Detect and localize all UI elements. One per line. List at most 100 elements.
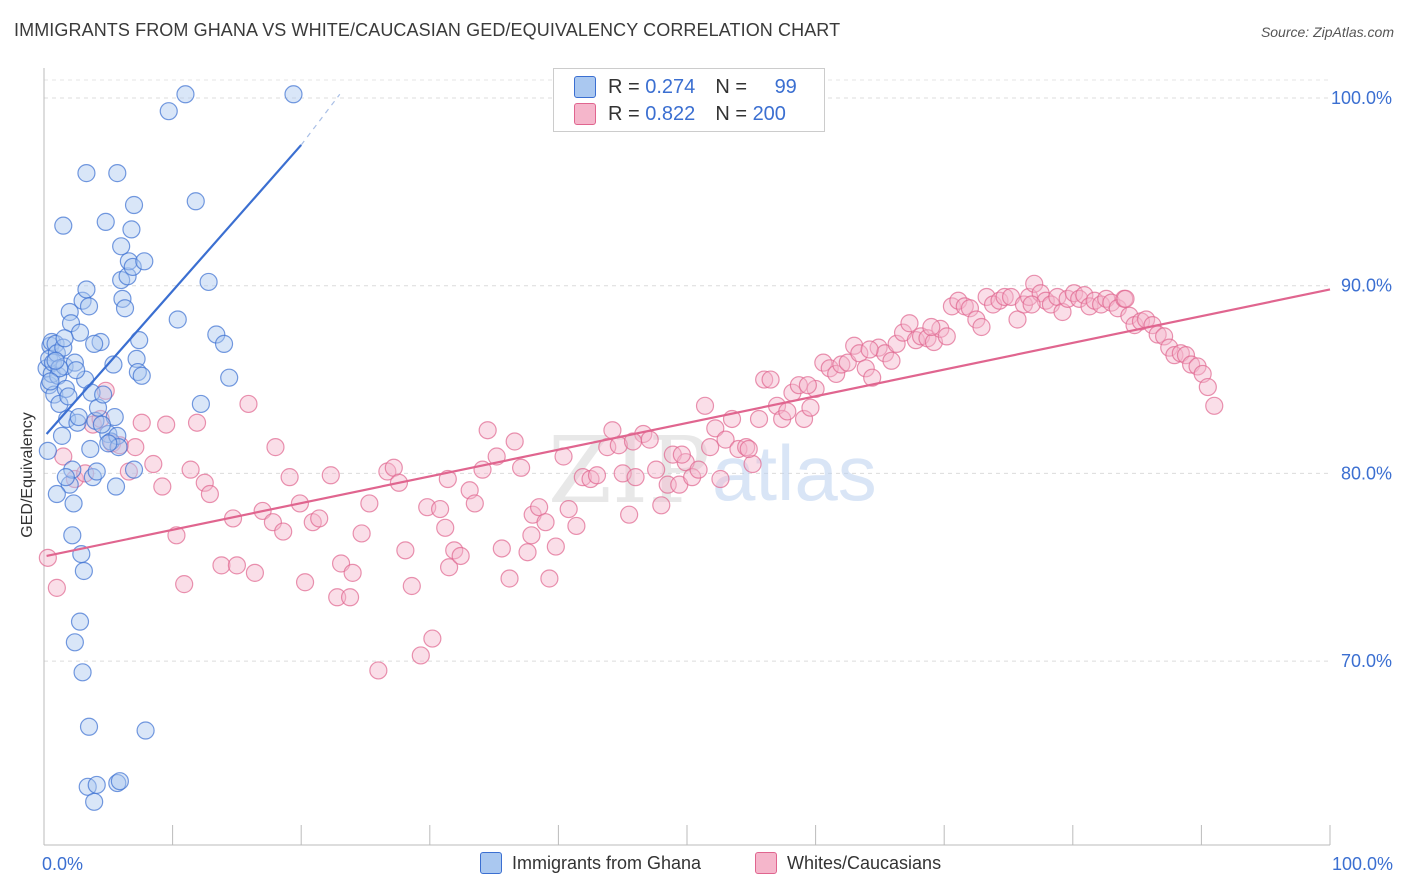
data-point-whites xyxy=(739,439,758,459)
data-point-whites xyxy=(384,458,403,477)
data-point-ghana xyxy=(135,252,154,271)
data-point-ghana xyxy=(77,280,96,299)
legend-swatch-blue xyxy=(480,852,502,874)
data-point-whites xyxy=(672,445,691,464)
data-point-whites xyxy=(245,563,265,582)
data-point-whites xyxy=(396,541,415,560)
data-point-whites xyxy=(1198,377,1217,397)
data-point-whites xyxy=(546,537,565,556)
data-point-whites xyxy=(827,364,846,384)
legend-swatch-pink xyxy=(755,852,777,874)
data-point-ghana xyxy=(41,372,60,391)
data-point-whites xyxy=(652,496,671,515)
data-point-whites xyxy=(212,556,231,575)
data-point-whites xyxy=(153,477,172,496)
data-point-whites xyxy=(321,466,340,485)
data-point-whites xyxy=(274,522,293,541)
data-point-whites xyxy=(352,524,371,543)
stats-row-ghana: R = 0.274 N = 99 xyxy=(574,75,797,99)
data-point-whites xyxy=(500,569,519,588)
n-value: 200 xyxy=(752,102,786,125)
data-point-whites xyxy=(794,409,814,429)
data-point-ghana xyxy=(207,325,226,344)
data-point-whites xyxy=(1155,327,1174,346)
n-label: N = xyxy=(715,75,753,98)
data-point-ghana xyxy=(87,775,106,795)
data-point-ghana xyxy=(69,407,88,427)
data-point-whites xyxy=(801,398,820,417)
data-point-whites xyxy=(743,454,762,474)
data-point-ghana xyxy=(104,355,123,374)
data-point-ghana xyxy=(106,477,126,496)
data-point-ghana xyxy=(70,323,90,342)
data-point-ghana xyxy=(92,415,111,434)
data-point-ghana xyxy=(91,332,110,352)
r-value: 0.822 xyxy=(645,102,696,125)
y-tick-label: 70.0% xyxy=(1341,651,1392,671)
data-point-ghana xyxy=(79,717,99,736)
data-point-whites xyxy=(195,473,214,492)
legend-item-ghana[interactable]: Immigrants from Ghana xyxy=(480,852,701,874)
stats-row-whites: R = 0.822 N = 200 xyxy=(574,102,786,126)
data-point-ghana xyxy=(78,777,97,796)
x-tick-label: 0.0% xyxy=(42,854,83,874)
series-whites-points xyxy=(38,274,1224,680)
data-point-ghana xyxy=(85,334,104,353)
data-point-whites xyxy=(850,344,869,363)
data-point-ghana xyxy=(118,267,137,286)
data-point-whites xyxy=(860,340,879,359)
data-point-whites xyxy=(512,458,531,477)
data-point-whites xyxy=(716,430,735,449)
data-point-whites xyxy=(328,588,347,607)
data-point-whites xyxy=(706,419,725,438)
data-point-ghana xyxy=(85,792,104,811)
data-point-whites xyxy=(1205,396,1224,415)
r-label: R = xyxy=(608,102,646,125)
legend-item-whites[interactable]: Whites/Caucasians xyxy=(755,852,941,874)
y-tick-label: 90.0% xyxy=(1341,276,1392,296)
data-point-whites xyxy=(465,494,484,513)
legend-label: Whites/Caucasians xyxy=(787,852,942,873)
data-point-whites xyxy=(922,317,941,337)
data-point-whites xyxy=(402,576,421,596)
data-point-whites xyxy=(856,359,875,378)
data-point-ghana xyxy=(64,494,83,513)
data-point-whites xyxy=(439,558,459,577)
data-point-whites xyxy=(310,509,329,528)
data-point-whites xyxy=(559,499,578,519)
legend-label: Immigrants from Ghana xyxy=(512,852,702,873)
data-point-whites xyxy=(451,546,470,566)
data-point-ghana xyxy=(96,212,115,231)
data-point-ghana xyxy=(115,299,135,318)
data-point-whites xyxy=(749,409,769,429)
series-ghana-points xyxy=(37,85,303,811)
data-point-ghana xyxy=(168,310,187,329)
data-point-whites xyxy=(411,646,430,665)
data-point-whites xyxy=(1022,295,1041,314)
data-point-whites xyxy=(995,287,1014,307)
data-point-ghana xyxy=(70,612,90,631)
data-point-whites xyxy=(1116,289,1135,308)
data-point-ghana xyxy=(68,413,87,432)
data-point-ghana xyxy=(52,426,72,445)
data-point-whites xyxy=(761,370,780,389)
data-point-ghana xyxy=(186,192,205,211)
x-tick-label: 100.0% xyxy=(1332,854,1393,874)
data-point-whites xyxy=(960,299,980,318)
y-axis-label: GED/Equivalency xyxy=(19,412,36,537)
data-point-whites xyxy=(478,421,497,440)
trend-extension-ghana xyxy=(300,93,341,146)
data-point-whites xyxy=(430,499,450,519)
data-point-whites xyxy=(369,661,388,680)
axes xyxy=(43,68,1331,846)
data-point-ghana xyxy=(38,441,57,460)
data-point-whites xyxy=(144,454,163,474)
data-point-whites xyxy=(492,539,511,558)
data-point-ghana xyxy=(94,385,113,404)
data-point-ghana xyxy=(136,721,155,740)
data-point-ghana xyxy=(74,561,93,581)
data-point-whites xyxy=(280,468,299,487)
data-point-ghana xyxy=(79,297,99,316)
data-point-whites xyxy=(343,563,362,582)
